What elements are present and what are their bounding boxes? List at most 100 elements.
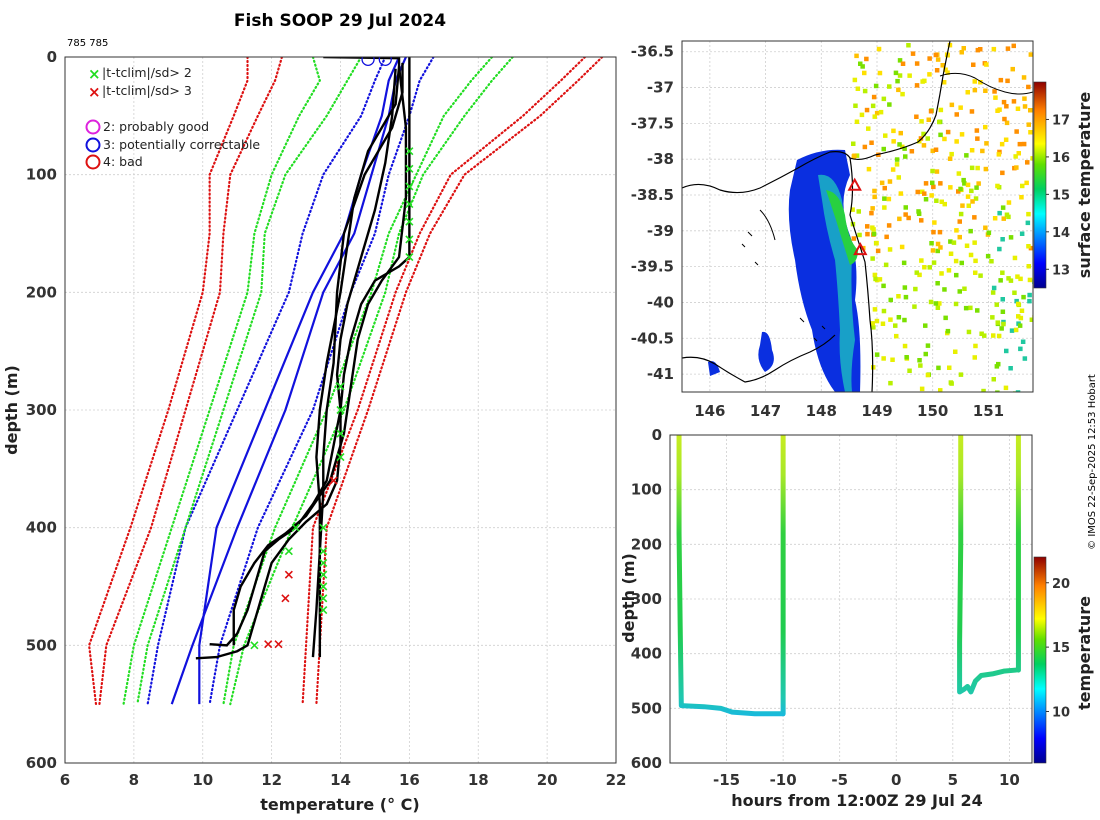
sst-pixel: [949, 102, 955, 108]
flag-green-mark: [405, 200, 414, 209]
sst-pixel: [1016, 301, 1021, 307]
sst-pixel: [995, 320, 1000, 325]
sst-pixel: [869, 210, 874, 216]
sst-pixel: [900, 144, 905, 150]
sst-pixel: [853, 103, 858, 108]
sst-pixel: [906, 43, 911, 48]
sst-pixel: [1002, 116, 1007, 122]
sst-pixel: [862, 70, 867, 76]
sst-pixel: [1001, 321, 1006, 327]
profile-ytick: 0: [47, 48, 57, 66]
sst-pixel: [994, 302, 999, 307]
sst-pixel: [931, 184, 936, 190]
profile-ylabel: depth (m): [2, 365, 21, 455]
sst-pixel: [888, 317, 893, 322]
section-ytick: 300: [631, 590, 662, 608]
flag-red-mark: [264, 640, 273, 649]
sst-pixel: [928, 109, 934, 114]
sst-pixel: [957, 219, 962, 224]
sst-pixel: [882, 196, 887, 201]
sst-pixel: [1026, 211, 1031, 217]
sst-pixel: [916, 209, 921, 214]
sst-pixel: [939, 271, 944, 276]
sst-pixel: [874, 352, 880, 357]
sst-pixel: [869, 140, 874, 145]
sst-pixel: [1016, 151, 1021, 156]
profile-xtick: 8: [129, 771, 139, 789]
sst-pixel: [871, 94, 877, 100]
profile-ytick: 300: [26, 401, 57, 419]
sst-pixel: [953, 349, 958, 354]
sst-pixel: [972, 215, 977, 220]
sst-pixel: [1021, 75, 1027, 80]
sst-pixel: [874, 240, 879, 246]
section-cb-ticklabel: 20: [1052, 577, 1070, 592]
sst-pixel: [1028, 130, 1033, 135]
sst-pixel: [871, 325, 876, 330]
sst-pixel: [884, 234, 889, 240]
sst-pixel: [923, 197, 929, 202]
map-ytick: -39: [647, 222, 674, 240]
sst-pixel: [897, 142, 902, 147]
sst-pixel: [997, 149, 1002, 155]
sst-pixel: [877, 70, 883, 76]
sst-pixel: [916, 211, 922, 216]
sst-pixel: [935, 305, 941, 310]
sst-pixel: [881, 308, 887, 314]
section-ytick: 200: [631, 535, 662, 553]
sst-pixel: [961, 46, 966, 51]
sst-pixel: [1004, 212, 1010, 217]
sst-pixel: [1022, 96, 1027, 101]
map-grid: [682, 41, 1033, 392]
sst-pixel: [903, 205, 908, 210]
sst-pixel: [964, 153, 969, 158]
sst-pixel: [1000, 297, 1005, 302]
sst-pixel: [919, 386, 925, 392]
clim-3sd-left-b: [98, 57, 284, 706]
sst-pixel: [865, 224, 870, 229]
sst-pixel: [917, 272, 922, 278]
sst-pixel: [859, 112, 865, 118]
sst-pixel: [946, 268, 952, 273]
sst-pixel: [906, 215, 911, 221]
section-ytick: 600: [631, 754, 662, 772]
sst-pixel: [914, 83, 920, 88]
sst-pixel: [1013, 327, 1019, 333]
sst-pixel: [1000, 237, 1005, 242]
sst-pixel: [907, 368, 912, 373]
clim-3sd-right-b: [301, 57, 587, 706]
sst-pixel: [1008, 278, 1014, 283]
sst-pixel: [938, 388, 943, 392]
sst-pixel: [983, 88, 988, 93]
sst-pixel: [1000, 270, 1005, 275]
profile-ytick: 600: [26, 754, 57, 772]
sst-pixel: [937, 119, 942, 125]
sst-pixel: [860, 64, 865, 69]
sst-pixel: [926, 117, 931, 122]
sst-pixel: [934, 169, 940, 174]
sst-pixel: [992, 216, 998, 221]
sst-pixel: [1008, 235, 1014, 240]
sst-pixel: [1010, 66, 1015, 72]
sst-pixel: [1017, 323, 1023, 328]
sst-pixel: [1022, 356, 1028, 361]
map-ytick: -40: [647, 293, 674, 311]
sst-pixel: [1006, 200, 1012, 205]
sst-pixel: [894, 162, 900, 167]
profile-xtick: 18: [468, 771, 489, 789]
sst-pixel: [992, 89, 997, 94]
sst-pixel: [850, 207, 855, 212]
profile-flag-marks: [250, 57, 414, 650]
sst-pixel: [915, 189, 920, 195]
sst-pixel: [901, 260, 907, 266]
sst-pixel: [1026, 84, 1031, 90]
map-tick-labels: 146 147 148 149 150 151 -36.5 -37 -37.5 -38 -38.5 -…: [631, 43, 1004, 420]
credit-line: © IMOS 22-Sep-2025 12:53 Hobart: [1087, 374, 1098, 550]
sst-pixel: [953, 258, 959, 264]
sst-pixel: [872, 188, 877, 194]
sst-pixel: [888, 297, 893, 303]
section-ytick: 500: [631, 699, 662, 717]
qc3-circle: [378, 57, 392, 67]
flag-green-mark: [319, 558, 328, 568]
section-grid: [670, 434, 1032, 764]
